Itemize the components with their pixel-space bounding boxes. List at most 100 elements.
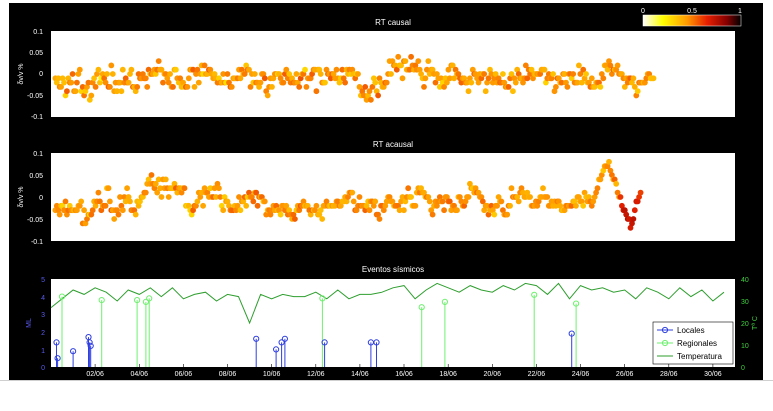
- ytick-right-label: 0: [741, 365, 745, 372]
- data-point: [591, 194, 598, 200]
- data-point: [425, 58, 432, 64]
- axes-eventos: [51, 279, 735, 367]
- data-point: [421, 84, 427, 90]
- local-event-marker: [321, 339, 328, 346]
- data-point: [465, 194, 472, 200]
- legend-locales-label: Locales: [677, 326, 705, 335]
- data-point: [226, 202, 232, 209]
- data-point: [137, 198, 143, 205]
- data-point: [115, 211, 122, 218]
- data-point: [457, 194, 463, 200]
- data-point: [343, 198, 350, 205]
- data-point: [198, 189, 205, 196]
- data-point: [401, 207, 407, 214]
- data-point: [220, 207, 227, 214]
- data-point: [145, 176, 152, 183]
- data-point: [76, 202, 83, 209]
- data-point: [316, 211, 323, 218]
- data-point: [241, 71, 248, 77]
- data-point: [152, 180, 159, 187]
- ytick-left-label: 4: [41, 295, 45, 302]
- ylabel-rt-acausal: δv/v %: [18, 186, 25, 207]
- data-point: [81, 207, 87, 214]
- data-point: [619, 202, 625, 209]
- data-point: [118, 88, 125, 95]
- ytick-label: 0: [39, 71, 43, 78]
- ylabel-ml: ML: [26, 318, 33, 328]
- data-point: [451, 202, 457, 209]
- data-point: [134, 84, 141, 90]
- data-point: [369, 84, 376, 90]
- data-point: [634, 198, 641, 205]
- data-point: [508, 185, 515, 192]
- data-point: [508, 71, 515, 77]
- regional-event-marker: [142, 298, 149, 305]
- data-point: [79, 84, 86, 90]
- data-point: [429, 211, 436, 218]
- data-point: [637, 189, 644, 196]
- data-point: [405, 185, 412, 192]
- data-point: [485, 75, 492, 82]
- ytick-label: 0: [39, 195, 43, 202]
- data-point: [573, 202, 579, 209]
- data-point: [395, 202, 402, 209]
- data-point: [144, 84, 151, 90]
- data-point: [586, 194, 592, 200]
- data-point: [122, 198, 129, 205]
- data-point: [445, 66, 452, 73]
- x-tick-label: 18/06: [439, 371, 457, 378]
- data-point: [195, 79, 202, 86]
- title-eventos: Eventos sísmicos: [362, 265, 424, 274]
- data-point: [372, 79, 379, 86]
- data-point: [528, 66, 535, 73]
- data-point: [213, 194, 219, 200]
- points-rt-causal: [52, 53, 657, 103]
- data-point: [98, 207, 105, 214]
- data-point: [389, 198, 396, 205]
- data-point: [142, 75, 149, 82]
- data-point: [580, 66, 587, 73]
- data-point: [84, 216, 90, 222]
- title-rt-acausal: RT acausal: [373, 140, 413, 149]
- data-point: [561, 207, 568, 214]
- data-point: [393, 66, 400, 73]
- data-point: [349, 189, 356, 196]
- data-point: [598, 172, 605, 178]
- data-point: [399, 75, 406, 82]
- data-point: [335, 198, 341, 205]
- data-point: [356, 194, 363, 200]
- data-point: [140, 194, 146, 200]
- data-point: [383, 198, 390, 205]
- data-point: [398, 198, 404, 205]
- data-point: [449, 62, 456, 69]
- data-point: [484, 202, 490, 209]
- data-point: [368, 96, 374, 103]
- data-point: [342, 79, 348, 86]
- data-point: [204, 189, 211, 196]
- regional-event-marker: [573, 300, 580, 307]
- data-point: [167, 71, 174, 77]
- data-point: [604, 163, 611, 170]
- data-point: [178, 189, 185, 196]
- data-point: [72, 88, 79, 95]
- data-point: [593, 189, 599, 196]
- data-point: [162, 176, 169, 183]
- data-point: [197, 194, 204, 200]
- local-event-marker: [281, 335, 288, 342]
- colorbar-tick-0: 0: [641, 8, 645, 15]
- data-point: [461, 202, 468, 209]
- data-point: [464, 79, 470, 86]
- matlab-figure: RT causal 0.1 0.05 0 -0.05 -0.1 δv/v % 0…: [9, 3, 763, 380]
- data-point: [173, 66, 179, 73]
- data-point: [356, 84, 363, 90]
- local-event-marker: [278, 339, 285, 346]
- panel-eventos: Eventos sísmicos 5 4 3 2 1 0 ML 40 30 20…: [26, 265, 759, 378]
- data-point: [114, 207, 120, 214]
- data-point: [623, 211, 630, 218]
- ytick-left-label: 0: [41, 365, 45, 372]
- data-point: [104, 71, 110, 77]
- data-point: [317, 71, 324, 77]
- data-point: [631, 84, 638, 90]
- data-point: [481, 71, 488, 77]
- data-point: [558, 79, 565, 86]
